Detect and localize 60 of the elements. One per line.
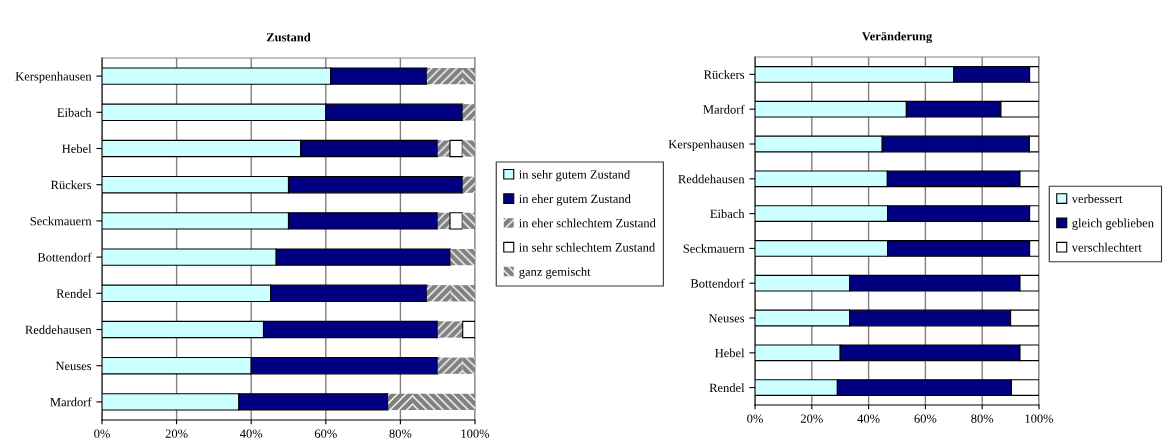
x-tick-label: 20% [800, 414, 823, 423]
y-tick-label: Rendel [709, 383, 745, 393]
legend-label: in sehr gutem Zustand [519, 169, 631, 182]
x-tick-label: 40% [239, 429, 263, 438]
bar [449, 139, 463, 158]
x-tick-label: 60% [914, 414, 937, 423]
legend-label: ganz gemischt [519, 267, 591, 279]
y-tick-label: Neuses [55, 361, 92, 371]
y-tick-label: Rückers [50, 180, 92, 190]
legend-label: verschlechtert [1071, 242, 1142, 252]
bar [463, 67, 475, 85]
y-tick-label: Bottendorf [690, 278, 745, 288]
bar [450, 248, 475, 266]
x-tick-label: 100% [1025, 414, 1054, 423]
x-tick-label: 60% [314, 429, 337, 438]
y-tick-label: Kerspenhausen [668, 139, 745, 151]
y-tick-label: Mardorf [703, 104, 745, 114]
bar [437, 357, 463, 374]
chart-title: Zustand [266, 32, 311, 42]
bar [462, 357, 475, 374]
bar [462, 104, 475, 121]
legend-label: in eher schlechtem Zustand [519, 218, 656, 228]
bar [451, 285, 475, 302]
chart-title: Veränderung [861, 31, 933, 44]
y-tick-label: Eibach [57, 107, 92, 117]
x-tick-label: 0% [747, 414, 763, 423]
x-tick-label: 20% [165, 429, 188, 438]
bar [462, 320, 475, 339]
y-tick-label: Hebel [62, 144, 92, 153]
bar [388, 393, 414, 411]
bar [449, 212, 463, 230]
legend-label: in sehr schlechtem Zustand [519, 242, 656, 252]
bar [426, 285, 452, 302]
legend-label: verbessert [1071, 194, 1123, 204]
y-tick-label: Eibach [710, 209, 745, 219]
y-tick-label: Seckmauern [683, 244, 745, 253]
bar [462, 212, 475, 230]
bar [413, 393, 475, 411]
y-tick-label: Hebel [715, 348, 745, 358]
y-tick-label: Kerspenhausen [15, 71, 92, 84]
x-tick-label: 100% [461, 429, 490, 438]
y-tick-label: Neuses [708, 314, 745, 323]
x-tick-label: 0% [94, 429, 110, 438]
y-tick-label: Rückers [703, 70, 745, 79]
x-tick-label: 80% [389, 429, 412, 438]
bar [462, 140, 475, 157]
x-tick-label: 40% [857, 414, 880, 423]
y-tick-label: Rendel [56, 288, 92, 298]
y-tick-label: Reddehausen [678, 174, 745, 184]
legend-label: gleich geblieben [1072, 218, 1154, 230]
y-tick-label: Mardorf [50, 397, 92, 407]
bar [462, 176, 475, 193]
bar [437, 140, 451, 157]
x-tick-label: 80% [971, 414, 994, 423]
bar [426, 67, 464, 85]
y-tick-label: Reddehausen [25, 325, 92, 334]
bar [437, 321, 463, 338]
legend-label: in eher gutem Zustand [519, 194, 631, 206]
y-tick-label: Seckmauern [30, 216, 92, 226]
y-tick-label: Bottendorf [37, 252, 92, 262]
